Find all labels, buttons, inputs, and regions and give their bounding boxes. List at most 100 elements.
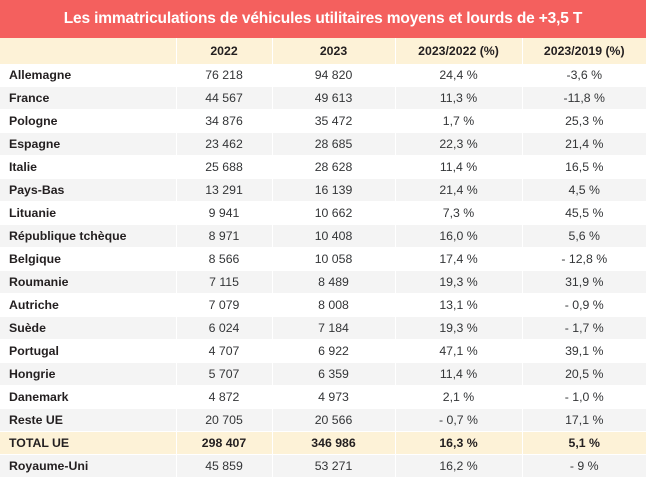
cell-2023: 10 662 — [272, 202, 395, 225]
page-title: Les immatriculations de véhicules utilit… — [0, 0, 646, 38]
cell-pct-2023-2022: 7,3 % — [395, 202, 522, 225]
cell-country: République tchèque — [0, 225, 176, 248]
cell-pct-2023-2022: 22,3 % — [395, 133, 522, 156]
cell-2022: 45 859 — [176, 455, 272, 477]
cell-country: Italie — [0, 156, 176, 179]
cell-pct-2023-2019: 45,5 % — [522, 202, 646, 225]
cell-pct-2023-2022: 11,3 % — [395, 87, 522, 110]
cell-pct-2023-2022: 19,3 % — [395, 317, 522, 340]
cell-2022: 5 707 — [176, 363, 272, 386]
cell-2022: 23 462 — [176, 133, 272, 156]
cell-pct-2023-2019: - 0,9 % — [522, 294, 646, 317]
cell-pct-2023-2019: 31,9 % — [522, 271, 646, 294]
cell-2023: 346 986 — [272, 432, 395, 455]
cell-pct-2023-2019: -11,8 % — [522, 87, 646, 110]
cell-pct-2023-2022: 24,4 % — [395, 64, 522, 87]
cell-country: Hongrie — [0, 363, 176, 386]
cell-2023: 6 922 — [272, 340, 395, 363]
cell-2022: 4 872 — [176, 386, 272, 409]
cell-2022: 8 971 — [176, 225, 272, 248]
cell-2023: 94 820 — [272, 64, 395, 87]
cell-2023: 7 184 — [272, 317, 395, 340]
cell-2023: 53 271 — [272, 455, 395, 477]
cell-pct-2023-2019: 17,1 % — [522, 409, 646, 432]
cell-2023: 20 566 — [272, 409, 395, 432]
column-header-2023: 2023 — [272, 38, 395, 64]
cell-pct-2023-2019: - 1,0 % — [522, 386, 646, 409]
cell-pct-2023-2022: 11,4 % — [395, 363, 522, 386]
column-header-2022: 2022 — [176, 38, 272, 64]
cell-country: Pays-Bas — [0, 179, 176, 202]
cell-pct-2023-2019: 39,1 % — [522, 340, 646, 363]
table-header-row: 2022 2023 2023/2022 (%) 2023/2019 (%) — [0, 38, 646, 64]
cell-pct-2023-2022: 47,1 % — [395, 340, 522, 363]
cell-country: TOTAL UE — [0, 432, 176, 455]
cell-2022: 4 707 — [176, 340, 272, 363]
table-header: 2022 2023 2023/2022 (%) 2023/2019 (%) — [0, 38, 646, 64]
registrations-table: 2022 2023 2023/2022 (%) 2023/2019 (%) Al… — [0, 38, 646, 477]
cell-pct-2023-2019: 5,6 % — [522, 225, 646, 248]
cell-2022: 20 705 — [176, 409, 272, 432]
cell-2023: 49 613 — [272, 87, 395, 110]
cell-country: Royaume-Uni — [0, 455, 176, 477]
cell-pct-2023-2022: - 0,7 % — [395, 409, 522, 432]
cell-2022: 9 941 — [176, 202, 272, 225]
cell-pct-2023-2022: 21,4 % — [395, 179, 522, 202]
cell-country: Suède — [0, 317, 176, 340]
cell-pct-2023-2022: 16,0 % — [395, 225, 522, 248]
cell-pct-2023-2019: - 12,8 % — [522, 248, 646, 271]
cell-2022: 44 567 — [176, 87, 272, 110]
cell-2022: 7 115 — [176, 271, 272, 294]
cell-2023: 16 139 — [272, 179, 395, 202]
cell-pct-2023-2022: 19,3 % — [395, 271, 522, 294]
cell-2023: 10 058 — [272, 248, 395, 271]
cell-pct-2023-2022: 2,1 % — [395, 386, 522, 409]
registrations-table-card: Les immatriculations de véhicules utilit… — [0, 0, 646, 464]
cell-pct-2023-2019: 5,1 % — [522, 432, 646, 455]
cell-2022: 298 407 — [176, 432, 272, 455]
cell-country: Espagne — [0, 133, 176, 156]
cell-country: France — [0, 87, 176, 110]
column-header-country — [0, 38, 176, 64]
cell-2022: 25 688 — [176, 156, 272, 179]
cell-2023: 28 685 — [272, 133, 395, 156]
cell-country: Lituanie — [0, 202, 176, 225]
cell-country: Belgique — [0, 248, 176, 271]
cell-pct-2023-2022: 1,7 % — [395, 110, 522, 133]
cell-country: Roumanie — [0, 271, 176, 294]
cell-2023: 8 489 — [272, 271, 395, 294]
cell-pct-2023-2022: 13,1 % — [395, 294, 522, 317]
cell-pct-2023-2022: 17,4 % — [395, 248, 522, 271]
cell-pct-2023-2022: 16,2 % — [395, 455, 522, 477]
cell-2023: 4 973 — [272, 386, 395, 409]
cell-2023: 6 359 — [272, 363, 395, 386]
cell-2022: 7 079 — [176, 294, 272, 317]
cell-pct-2023-2019: 4,5 % — [522, 179, 646, 202]
cell-pct-2023-2019: 25,3 % — [522, 110, 646, 133]
cell-country: Autriche — [0, 294, 176, 317]
cell-pct-2023-2022: 11,4 % — [395, 156, 522, 179]
cell-2022: 13 291 — [176, 179, 272, 202]
cell-pct-2023-2019: -3,6 % — [522, 64, 646, 87]
cell-pct-2023-2019: 16,5 % — [522, 156, 646, 179]
cell-pct-2023-2019: - 1,7 % — [522, 317, 646, 340]
cell-pct-2023-2022: 16,3 % — [395, 432, 522, 455]
cell-country: Portugal — [0, 340, 176, 363]
